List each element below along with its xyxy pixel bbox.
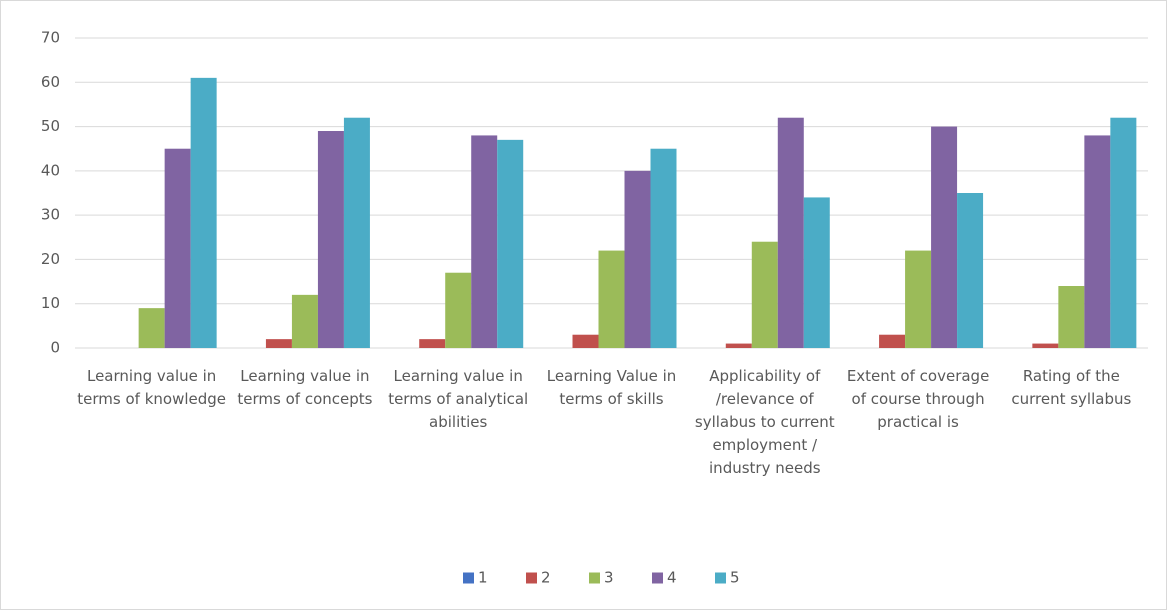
bar [650,148,677,348]
bar [957,193,984,348]
legend-label: 1 [478,569,488,587]
bar [343,117,370,348]
bar [190,77,217,348]
y-tick-label: 50 [41,117,60,135]
y-tick-label: 0 [50,339,60,357]
y-tick-label: 10 [41,294,60,312]
bar [777,117,804,348]
x-tick-label: Rating of the current syllabus [1011,367,1132,408]
x-tick-label: Extent of coverage of course through pra… [846,367,990,431]
y-tick-label: 20 [41,250,60,268]
bar [572,334,599,348]
bar [471,135,498,348]
bar [1058,286,1085,348]
legend-label: 4 [667,569,677,587]
legend-swatch [526,572,537,584]
legend-swatch [715,572,726,584]
legend-swatch [652,572,663,584]
y-tick-label: 60 [41,73,60,91]
x-tick-label: Applicability of /relevance of syllabus … [694,367,835,477]
y-tick-label: 70 [41,29,60,47]
bar [445,272,472,348]
legend-label: 5 [730,569,740,587]
bar [879,334,906,348]
bar [497,139,524,348]
x-tick-label: Learning value in terms of knowledge [77,367,227,408]
y-tick-label: 40 [41,161,60,179]
bar [1084,135,1111,348]
bar [164,148,191,348]
bar [803,197,830,348]
y-tick-label: 30 [41,206,60,224]
bar [751,241,778,348]
bar [138,308,165,348]
x-tick-label: Learning Value in terms of skills [546,367,677,408]
bar [1032,343,1059,348]
bar [905,250,932,348]
bar [624,170,651,348]
bar [317,131,344,348]
bar [725,343,752,348]
legend-label: 3 [604,569,614,587]
bar [419,339,446,348]
bar [1110,117,1137,348]
legend-swatch [463,572,474,584]
bar [931,126,958,348]
bar [598,250,625,348]
legend-label: 2 [541,569,551,587]
bar [291,294,318,348]
legend-swatch [589,572,600,584]
bar [265,339,292,348]
x-tick-label: Learning value in terms of analytical ab… [388,367,529,431]
x-tick-label: Learning value in terms of concepts [237,367,373,408]
